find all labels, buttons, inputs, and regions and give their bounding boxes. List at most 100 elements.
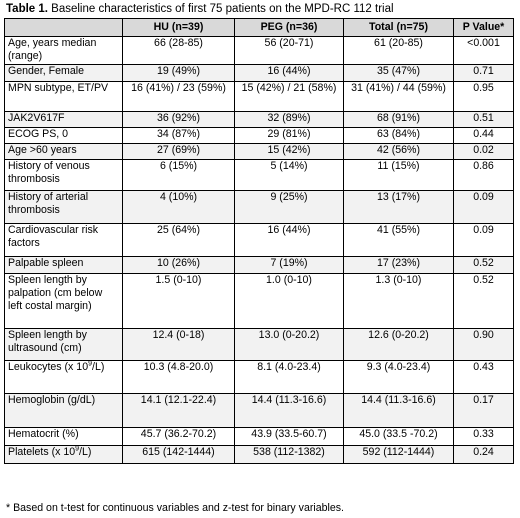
row-label-superscript: 9 bbox=[88, 360, 92, 368]
cell-hu: 45.7 (36.2-70.2) bbox=[122, 427, 235, 446]
cell-total: 17 (23%) bbox=[343, 256, 454, 274]
table-row: JAK2V617F 36 (92%) 32 (89%) 68 (91%) 0.5… bbox=[4, 111, 514, 128]
row-label-text: Platelets (x 10 bbox=[8, 446, 76, 459]
cell-peg: 7 (19%) bbox=[234, 256, 344, 274]
cell-p-value: 0.09 bbox=[453, 223, 514, 257]
row-label: Age, years median (range) bbox=[4, 36, 123, 65]
cell-p-value: 0.90 bbox=[453, 328, 514, 361]
row-label: Cardiovascular risk factors bbox=[4, 223, 123, 257]
table-row: Hemoglobin (g/dL) 14.1 (12.1-22.4) 14.4 … bbox=[4, 393, 514, 428]
cell-hu: 36 (92%) bbox=[122, 111, 235, 128]
row-label: Spleen length by palpation (cm below lef… bbox=[4, 273, 123, 329]
cell-hu: 14.1 (12.1-22.4) bbox=[122, 393, 235, 428]
cell-total: 61 (20-85) bbox=[343, 36, 454, 65]
table-row: Spleen length by palpation (cm below lef… bbox=[4, 273, 514, 329]
row-label: Spleen length by ultrasound (cm) bbox=[4, 328, 123, 361]
cell-p-value: 0.24 bbox=[453, 445, 514, 464]
cell-p-value: 0.86 bbox=[453, 159, 514, 191]
cell-peg: 56 (20-71) bbox=[234, 36, 344, 65]
cell-total: 1.3 (0-10) bbox=[343, 273, 454, 329]
cell-peg: 32 (89%) bbox=[234, 111, 344, 128]
header-hu: HU (n=39) bbox=[122, 18, 235, 37]
row-label-unit: /L) bbox=[92, 361, 105, 374]
cell-peg: 538 (112-1382) bbox=[234, 445, 344, 464]
row-label-text: Leukocytes (x 10 bbox=[8, 361, 89, 374]
cell-hu: 615 (142-1444) bbox=[122, 445, 235, 464]
cell-peg: 15 (42%) bbox=[234, 143, 344, 160]
table-number: Table 1. bbox=[6, 3, 48, 15]
row-label: JAK2V617F bbox=[4, 111, 123, 128]
table-row: Leukocytes (x 109/L) 10.3 (4.8-20.0) 8.1… bbox=[4, 360, 514, 394]
row-label: Age >60 years bbox=[4, 143, 123, 160]
cell-total: 592 (112-1444) bbox=[343, 445, 454, 464]
cell-p-value: 0.17 bbox=[453, 393, 514, 428]
cell-total: 11 (15%) bbox=[343, 159, 454, 191]
row-label: History of arterial thrombosis bbox=[4, 190, 123, 224]
cell-peg: 29 (81%) bbox=[234, 127, 344, 144]
table-row: Hematocrit (%) 45.7 (36.2-70.2) 43.9 (33… bbox=[4, 427, 514, 446]
cell-total: 9.3 (4.0-23.4) bbox=[343, 360, 454, 394]
cell-total: 41 (55%) bbox=[343, 223, 454, 257]
table-row: Palpable spleen 10 (26%) 7 (19%) 17 (23%… bbox=[4, 256, 514, 274]
cell-peg: 9 (25%) bbox=[234, 190, 344, 224]
table-caption: Table 1. Baseline characteristics of fir… bbox=[6, 2, 394, 16]
cell-total: 13 (17%) bbox=[343, 190, 454, 224]
cell-peg: 1.0 (0-10) bbox=[234, 273, 344, 329]
cell-hu: 6 (15%) bbox=[122, 159, 235, 191]
row-label: Palpable spleen bbox=[4, 256, 123, 274]
cell-hu: 66 (28-85) bbox=[122, 36, 235, 65]
cell-total: 35 (47%) bbox=[343, 64, 454, 82]
cell-peg: 43.9 (33.5-60.7) bbox=[234, 427, 344, 446]
cell-hu: 19 (49%) bbox=[122, 64, 235, 82]
table-title: Baseline characteristics of first 75 pat… bbox=[47, 3, 394, 15]
table-row: History of arterial thrombosis 4 (10%) 9… bbox=[4, 190, 514, 224]
row-label-superscript: 9 bbox=[75, 445, 80, 453]
cell-total: 31 (41%) / 44 (59%) bbox=[343, 81, 454, 112]
table-row: ECOG PS, 0 34 (87%) 29 (81%) 63 (84%) 0.… bbox=[4, 127, 514, 144]
table-row: Age >60 years 27 (69%) 15 (42%) 42 (56%)… bbox=[4, 143, 514, 160]
table-row: MPN subtype, ET/PV 16 (41%) / 23 (59%) 1… bbox=[4, 81, 514, 112]
row-label: MPN subtype, ET/PV bbox=[4, 81, 123, 112]
cell-p-value: 0.43 bbox=[453, 360, 514, 394]
cell-hu: 25 (64%) bbox=[122, 223, 235, 257]
cell-p-value: 0.44 bbox=[453, 127, 514, 144]
cell-hu: 10.3 (4.8-20.0) bbox=[122, 360, 235, 394]
cell-hu: 12.4 (0-18) bbox=[122, 328, 235, 361]
row-label: Gender, Female bbox=[4, 64, 123, 82]
table-footnote: * Based on t-test for continuous variabl… bbox=[6, 502, 344, 514]
cell-p-value: 0.33 bbox=[453, 427, 514, 446]
row-label: Platelets (x 109/L) bbox=[4, 445, 123, 464]
header-characteristic bbox=[4, 18, 123, 37]
cell-hu: 10 (26%) bbox=[122, 256, 235, 274]
header-p-value: P Value* bbox=[453, 18, 514, 37]
cell-total: 45.0 (33.5 -70.2) bbox=[343, 427, 454, 446]
row-label-unit: /L) bbox=[79, 446, 92, 459]
cell-total: 12.6 (0-20.2) bbox=[343, 328, 454, 361]
row-label: Hematocrit (%) bbox=[4, 427, 123, 446]
row-label: History of venous thrombosis bbox=[4, 159, 123, 191]
cell-hu: 34 (87%) bbox=[122, 127, 235, 144]
cell-peg: 16 (44%) bbox=[234, 64, 344, 82]
cell-hu: 4 (10%) bbox=[122, 190, 235, 224]
table-row: History of venous thrombosis 6 (15%) 5 (… bbox=[4, 159, 514, 191]
row-label: ECOG PS, 0 bbox=[4, 127, 123, 144]
header-peg: PEG (n=36) bbox=[234, 18, 344, 37]
cell-p-value: 0.09 bbox=[453, 190, 514, 224]
header-total: Total (n=75) bbox=[343, 18, 454, 37]
cell-peg: 15 (42%) / 21 (58%) bbox=[234, 81, 344, 112]
cell-p-value: 0.52 bbox=[453, 256, 514, 274]
cell-total: 42 (56%) bbox=[343, 143, 454, 160]
cell-total: 14.4 (11.3-16.6) bbox=[343, 393, 454, 428]
table-row: Platelets (x 109/L) 615 (142-1444) 538 (… bbox=[4, 445, 514, 464]
cell-hu: 1.5 (0-10) bbox=[122, 273, 235, 329]
cell-peg: 14.4 (11.3-16.6) bbox=[234, 393, 344, 428]
row-label: Hemoglobin (g/dL) bbox=[4, 393, 123, 428]
table-header-row: HU (n=39) PEG (n=36) Total (n=75) P Valu… bbox=[4, 18, 514, 37]
cell-total: 68 (91%) bbox=[343, 111, 454, 128]
cell-p-value: 0.51 bbox=[453, 111, 514, 128]
cell-p-value: 0.02 bbox=[453, 143, 514, 160]
cell-peg: 5 (14%) bbox=[234, 159, 344, 191]
table-row: Age, years median (range) 66 (28-85) 56 … bbox=[4, 36, 514, 65]
table-row: Spleen length by ultrasound (cm) 12.4 (0… bbox=[4, 328, 514, 361]
